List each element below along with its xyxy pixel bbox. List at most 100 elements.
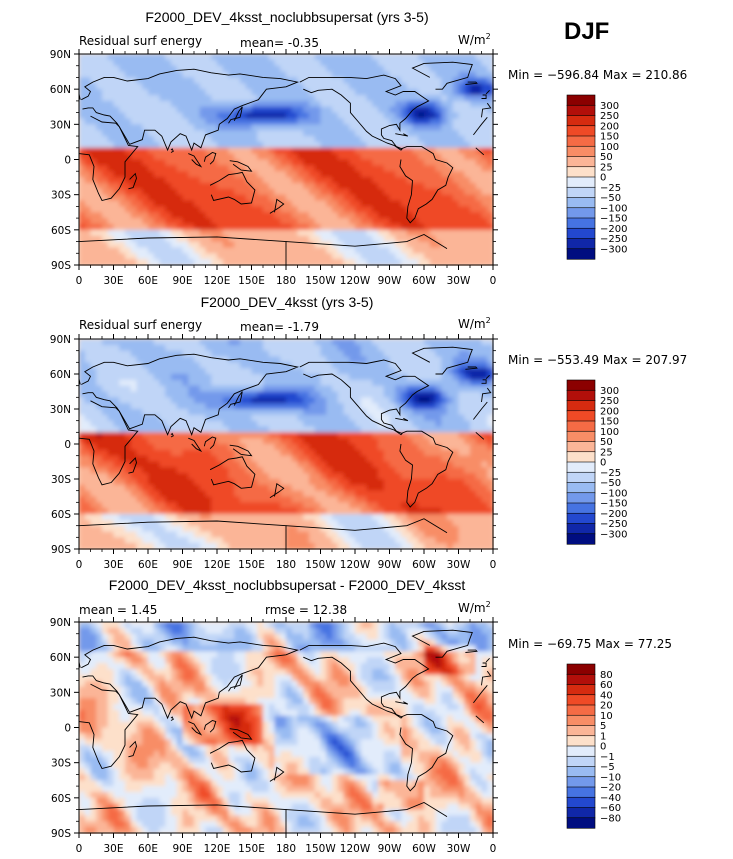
heatmap-cell: [435, 490, 442, 498]
heatmap-cell: [291, 89, 299, 96]
heatmap-cell: [165, 403, 172, 410]
heatmap-cell: [314, 438, 322, 445]
heatmap-cell: [464, 147, 471, 155]
heatmap-cell: [475, 130, 483, 137]
heatmap-cell: [125, 461, 132, 468]
x-tick-label: 30E: [104, 275, 124, 287]
heatmap-cell: [418, 253, 425, 260]
heatmap-cell: [280, 218, 287, 225]
heatmap-cell: [343, 432, 350, 439]
heatmap-cell: [222, 414, 230, 422]
heatmap-cell: [286, 344, 293, 352]
heatmap-cell: [366, 153, 373, 161]
heatmap-cell: [297, 461, 304, 468]
heatmap-cell: [130, 89, 138, 96]
heatmap-cell: [199, 444, 207, 451]
heatmap-cell: [452, 461, 460, 468]
heatmap-cell: [406, 473, 414, 480]
heatmap-cell: [435, 177, 442, 184]
heatmap-cell: [142, 397, 149, 404]
heatmap-cell: [395, 59, 402, 67]
heatmap-cell: [107, 95, 115, 102]
heatmap-cell: [487, 177, 494, 184]
heatmap-cell: [337, 397, 345, 404]
heatmap-cell: [412, 350, 419, 358]
heatmap-cell: [84, 414, 92, 422]
heatmap-cell: [429, 449, 437, 457]
heatmap-cell: [447, 54, 454, 61]
heatmap-cell: [481, 89, 488, 96]
heatmap-cell: [268, 89, 276, 96]
heatmap-cell: [286, 339, 293, 346]
heatmap-cell: [401, 54, 408, 61]
heatmap-cell: [125, 339, 132, 346]
heatmap-cell: [343, 83, 350, 90]
heatmap-cell: [182, 391, 189, 398]
heatmap-cell: [372, 385, 379, 393]
heatmap-cell: [199, 65, 207, 73]
heatmap-cell: [401, 89, 408, 96]
heatmap-cell: [102, 414, 109, 422]
heatmap-cell: [102, 188, 109, 196]
heatmap-cell: [320, 177, 327, 184]
heatmap-cell: [125, 136, 132, 143]
heatmap-cell: [332, 461, 339, 468]
heatmap-cell: [355, 223, 362, 231]
heatmap-cell: [412, 235, 419, 243]
heatmap-cell: [205, 397, 212, 404]
heatmap-cell: [113, 95, 120, 102]
heatmap-cell: [424, 449, 431, 457]
heatmap-cell: [113, 165, 120, 172]
heatmap-cell: [487, 449, 494, 457]
heatmap-cell: [458, 95, 465, 102]
heatmap-cell: [401, 165, 408, 172]
heatmap-cell: [107, 223, 115, 231]
heatmap-cell: [475, 188, 483, 196]
heatmap-cell: [464, 171, 471, 178]
heatmap-cell: [222, 344, 230, 352]
heatmap-cell: [320, 153, 327, 161]
heatmap-cell: [343, 490, 350, 498]
heatmap-cell: [84, 479, 92, 486]
heatmap-cell: [199, 200, 207, 207]
heatmap-cell: [251, 200, 258, 207]
heatmap-cell: [464, 247, 471, 254]
heatmap-cell: [383, 89, 391, 96]
heatmap-cell: [401, 490, 408, 498]
colorbar-box: [566, 217, 596, 229]
heatmap-cell: [263, 106, 270, 114]
heatmap-cell: [406, 409, 414, 416]
heatmap-cell: [291, 188, 299, 196]
heatmap-cell: [355, 467, 362, 474]
heatmap-cell: [395, 159, 402, 166]
heatmap-cell: [429, 71, 437, 79]
heatmap-cell: [412, 339, 419, 346]
heatmap-cell: [412, 502, 419, 509]
heatmap-cell: [412, 444, 419, 451]
heatmap-cell: [470, 385, 477, 393]
coastline: [78, 115, 139, 202]
heatmap-cell: [360, 467, 368, 474]
heatmap-cell: [119, 159, 126, 166]
heatmap-cell: [366, 188, 373, 196]
heatmap-cell: [113, 100, 120, 108]
colorbar-label: 150: [600, 132, 619, 143]
heatmap-cell: [240, 124, 247, 131]
heatmap-cell: [245, 141, 253, 149]
heatmap-cell: [251, 502, 258, 509]
heatmap-cell: [96, 385, 103, 393]
heatmap-cell: [188, 444, 195, 451]
heatmap-cell: [349, 496, 356, 503]
heatmap-cell: [383, 83, 391, 90]
heatmap-cell: [378, 112, 385, 120]
heatmap-cell: [326, 112, 333, 120]
heatmap-cell: [228, 350, 235, 358]
heatmap-cell: [211, 514, 218, 521]
heatmap-cell: [263, 403, 270, 410]
heatmap-cell: [297, 479, 304, 486]
heatmap-cell: [309, 461, 316, 468]
heatmap-cell: [447, 89, 454, 96]
heatmap-cell: [286, 374, 293, 381]
heatmap-cell: [153, 124, 161, 131]
heatmap-cell: [383, 496, 391, 503]
